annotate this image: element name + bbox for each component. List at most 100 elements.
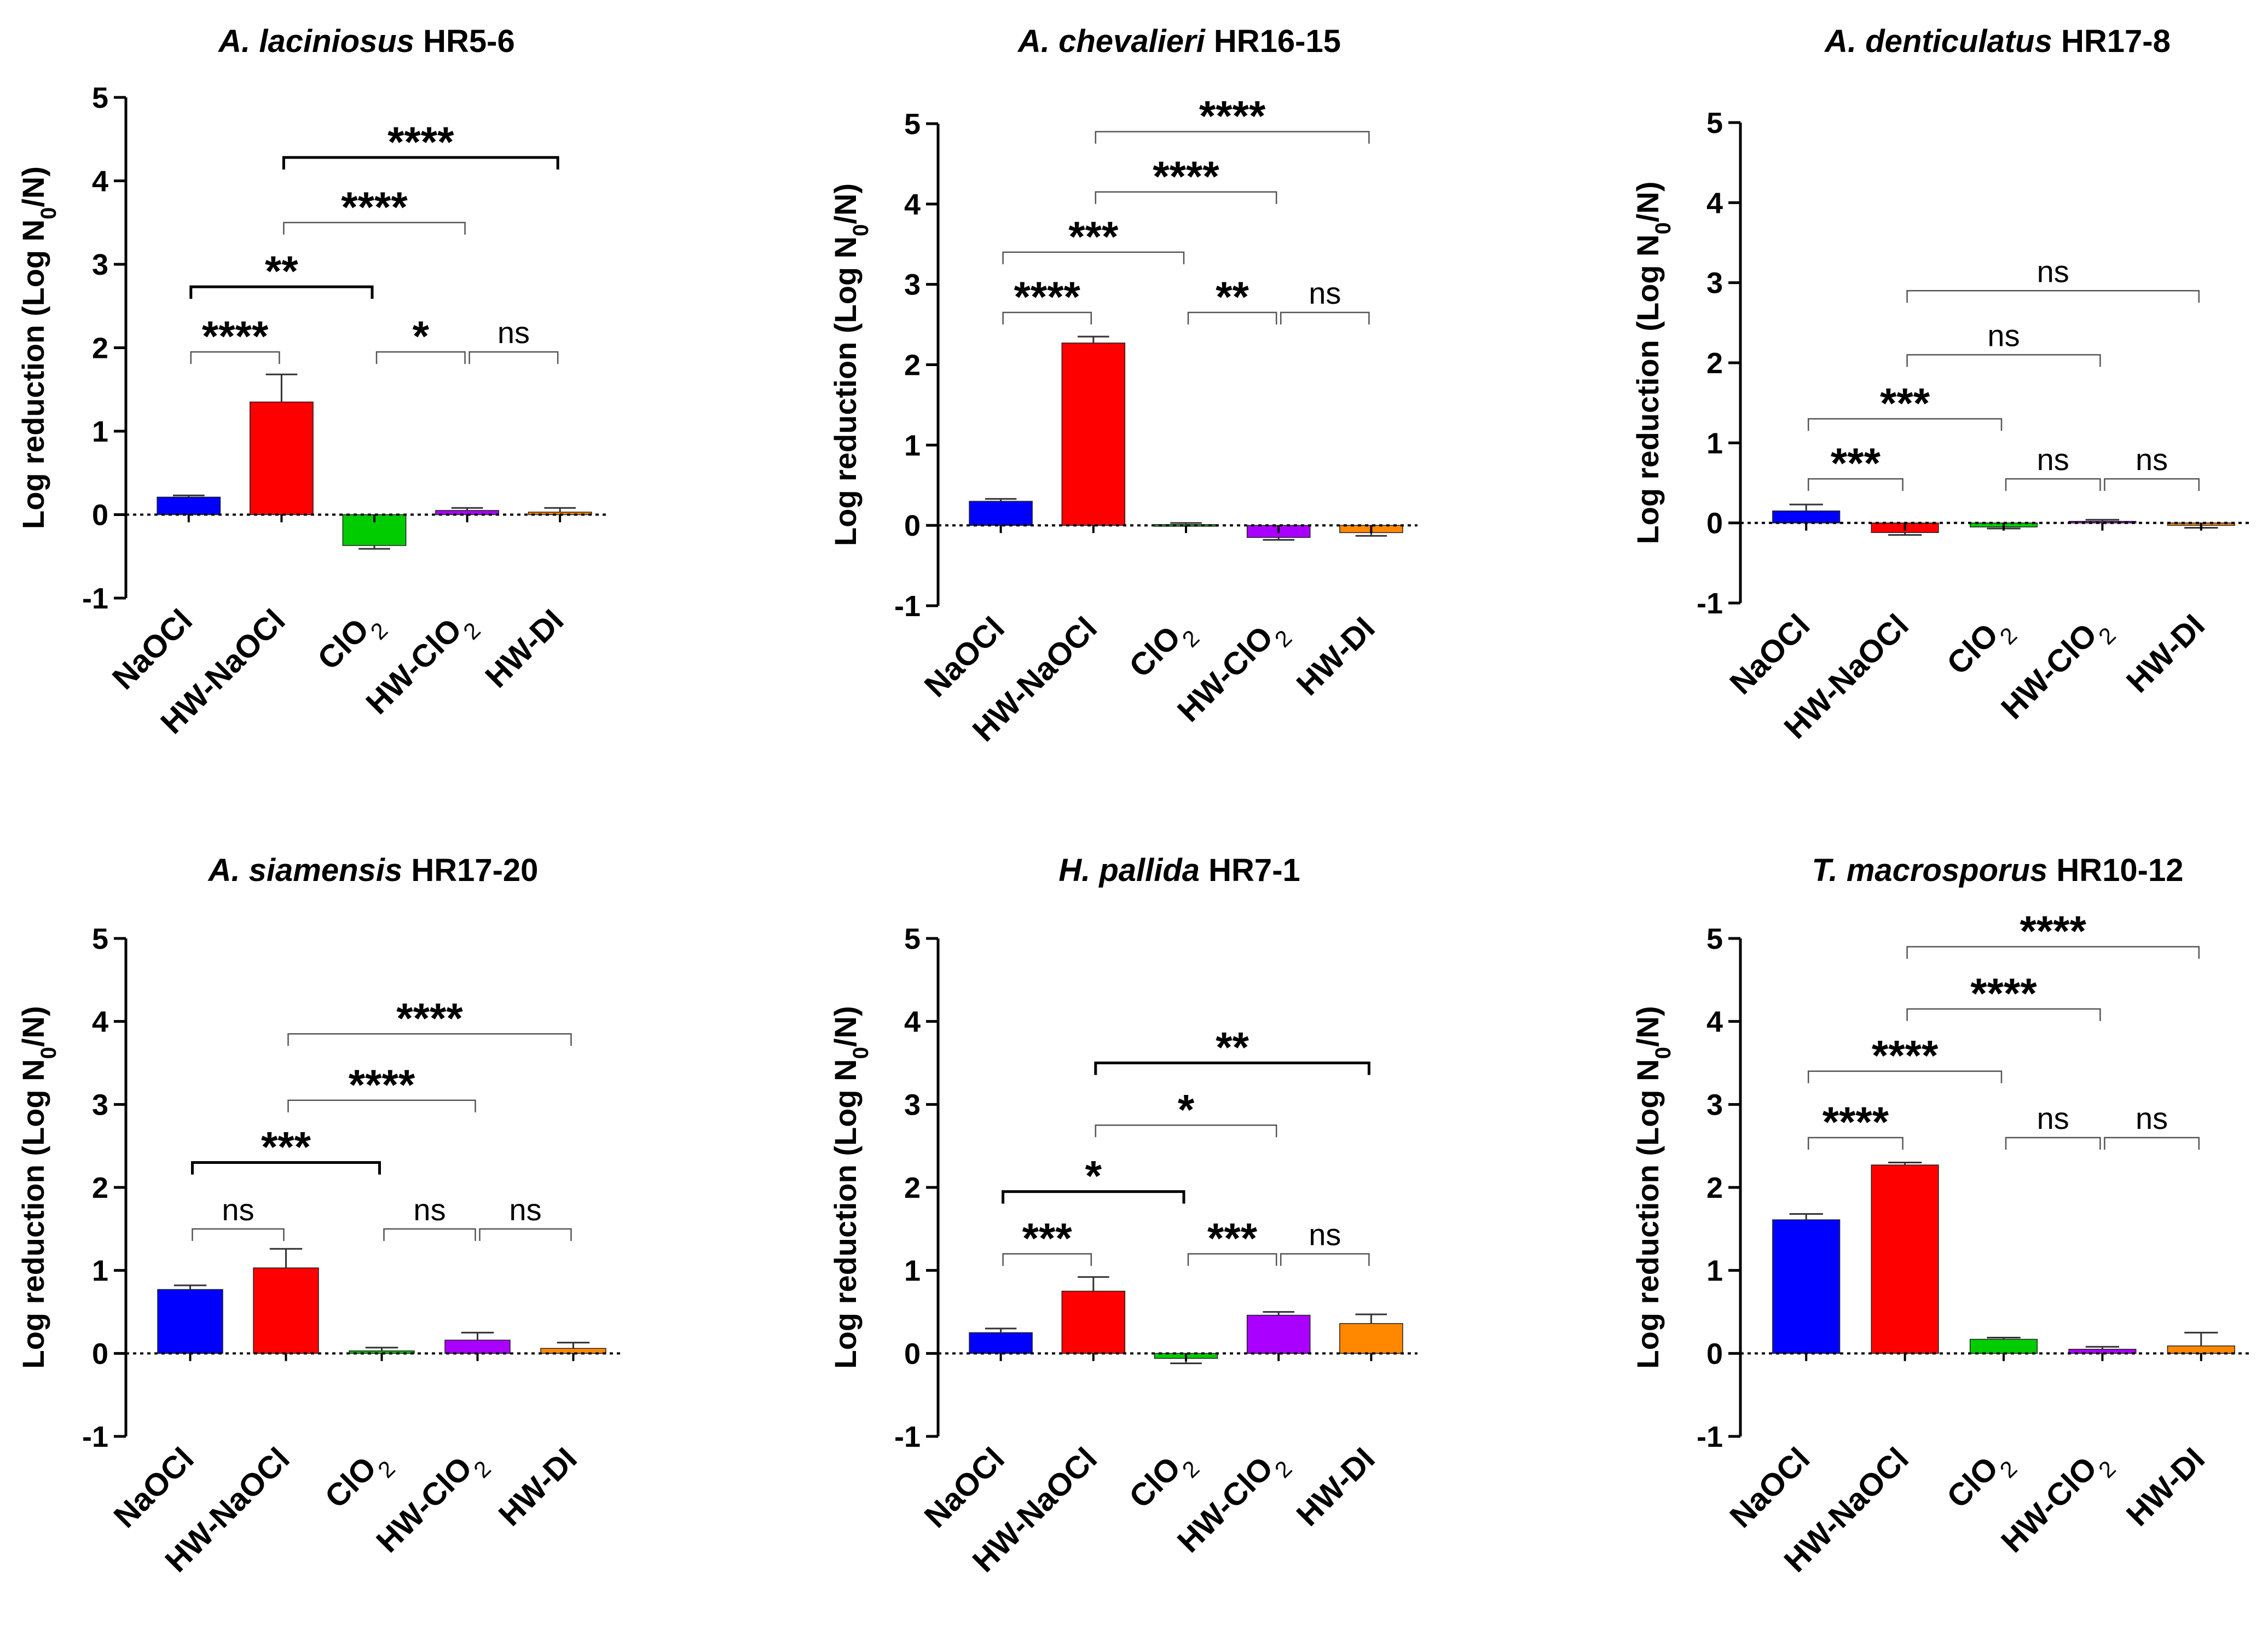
significance-bracket: [1002, 1253, 1092, 1266]
y-tick-label: 0: [904, 509, 921, 542]
significance-bracket: [287, 1099, 476, 1112]
y-tick-label: -1: [82, 1421, 108, 1453]
chart-title-species: A. siamensis: [207, 853, 403, 888]
y-tick-label: 0: [92, 499, 108, 532]
chart-title-species: A. chevalieri: [1017, 24, 1206, 59]
y-axis-label-part: Log reduction (Log N: [16, 219, 50, 529]
x-tick-label: HW-DI: [492, 1441, 584, 1533]
significance-bracket: [1807, 1070, 2003, 1083]
y-tick-label: -1: [894, 590, 921, 623]
significance-bracket: [375, 351, 466, 364]
significance-bracket: [192, 1228, 285, 1241]
significance-bracket: [2005, 478, 2101, 491]
significance-bracket: [1094, 1062, 1370, 1075]
y-axis-label-subscript: 0: [849, 224, 873, 236]
y-tick-label: 5: [92, 923, 108, 955]
y-tick-label: 5: [92, 82, 108, 114]
y-tick-label: 4: [904, 188, 921, 221]
y-tick-label: 4: [1706, 1006, 1723, 1039]
y-axis-label-part: Log reduction (Log N: [16, 1059, 50, 1369]
y-tick-label: 5: [904, 923, 921, 955]
y-tick-label: 1: [904, 429, 921, 462]
significance-label: ns: [1309, 276, 1341, 310]
x-tick-label-part: ClO: [1123, 619, 1188, 685]
significance-bracket: [1095, 191, 1277, 204]
x-tick-label: HW-ClO2: [1994, 607, 2120, 733]
significance-bracket: [1002, 1190, 1185, 1204]
x-tick-label: HW-DI: [478, 602, 570, 694]
significance-label: ns: [1309, 1217, 1341, 1251]
significance-bracket: [1906, 946, 2200, 959]
significance-bracket: [282, 156, 559, 170]
y-tick-label: 5: [904, 108, 921, 141]
chart-title-strain: HR17-20: [402, 853, 538, 888]
significance-label: ****: [349, 1060, 415, 1109]
y-axis-label-part: /N): [1630, 181, 1665, 222]
chart-title-species: A. denticulatus: [1824, 24, 2052, 59]
significance-label: ****: [1822, 1098, 1889, 1146]
significance-label: ns: [413, 1192, 445, 1227]
y-tick-label: 0: [92, 1337, 108, 1370]
chart-title-species: T. macrosporus: [1812, 853, 2047, 888]
bar-naocl: [1772, 510, 1841, 524]
y-tick-label: 0: [1706, 1337, 1723, 1370]
bar-hw-naocl: [1061, 343, 1126, 526]
x-tick-label: ClO2: [1940, 607, 2022, 689]
y-axis-label-subscript: 0: [37, 207, 61, 219]
significance-label: **: [1216, 1023, 1249, 1071]
chart-title: A. laciniosus HR5-6: [217, 24, 515, 59]
significance-label: ***: [1207, 1214, 1258, 1262]
significance-label: ****: [396, 994, 463, 1042]
significance-label: ***: [1880, 379, 1930, 427]
x-tick-label: NaOCl: [1723, 1441, 1816, 1534]
bar-hw-naocl: [1871, 1164, 1939, 1354]
y-tick-label: 3: [1706, 1088, 1723, 1121]
y-axis-label: Log reduction (Log N0/N): [828, 183, 873, 546]
significance-label: ****: [1014, 273, 1080, 321]
chart-panel-5: H. pallida HR7-1 -1 0 1 2 3 4 5 Log reduction (L…: [828, 853, 1418, 1579]
x-tick-label: NaOCl: [106, 602, 199, 696]
y-axis-label-part: /N): [828, 183, 863, 224]
significance-bracket: [190, 351, 280, 364]
significance-label: ns: [222, 1192, 254, 1227]
y-axis-label-part: Log reduction (Log N: [828, 1059, 863, 1369]
y-tick-label: 0: [904, 1337, 921, 1370]
significance-label: ***: [1068, 212, 1119, 260]
x-tick-label-part: ClO: [1940, 1450, 2005, 1515]
significance-label: ***: [1022, 1214, 1073, 1262]
significance-bracket: [1280, 311, 1370, 325]
y-axis-label-part: /N): [1630, 1006, 1665, 1047]
y-tick-label: 1: [92, 415, 108, 448]
y-tick-label: 3: [92, 248, 108, 281]
y-axis-label: Log reduction (Log N0/N): [828, 1006, 873, 1369]
significance-bracket: [1906, 1008, 2101, 1021]
bar-hw-naocl: [1061, 1290, 1126, 1354]
x-tick-label: ClO2: [1940, 1441, 2022, 1522]
chart-title-strain: HR10-12: [2047, 853, 2183, 888]
y-tick-label: 2: [904, 1172, 921, 1204]
x-tick-label: ClO2: [318, 1441, 400, 1522]
x-tick-label: HW-ClO2: [369, 1441, 495, 1567]
bar-hw-naocl: [249, 401, 314, 515]
significance-label: ****: [202, 312, 269, 360]
y-tick-label: 4: [92, 1006, 108, 1039]
significance-label: *: [1178, 1085, 1195, 1133]
y-axis-label-part: /N): [828, 1006, 863, 1047]
bar-hw-di: [1339, 1323, 1403, 1354]
x-tick-label: ClO2: [1123, 1441, 1204, 1522]
bar-clo2: [1969, 1338, 2038, 1354]
significance-label: *: [413, 312, 430, 360]
bar-naocl: [157, 496, 221, 515]
y-tick-label: 5: [1706, 107, 1723, 140]
chart-panel-1: A. laciniosus HR5-6 -1 0 1 2 3 4 5 Log reduction…: [16, 24, 606, 741]
y-tick-label: 2: [1706, 1172, 1723, 1204]
y-tick-label: -1: [1697, 587, 1723, 620]
y-tick-label: -1: [894, 1421, 921, 1453]
x-tick-label-part: ClO: [318, 1450, 383, 1515]
y-tick-label: 2: [1706, 347, 1723, 380]
chart-title-strain: HR16-15: [1205, 24, 1341, 59]
x-tick-label: NaOCl: [107, 1441, 200, 1534]
significance-label: ***: [1831, 439, 1881, 487]
y-axis-label: Log reduction (Log N0/N): [16, 1006, 61, 1369]
